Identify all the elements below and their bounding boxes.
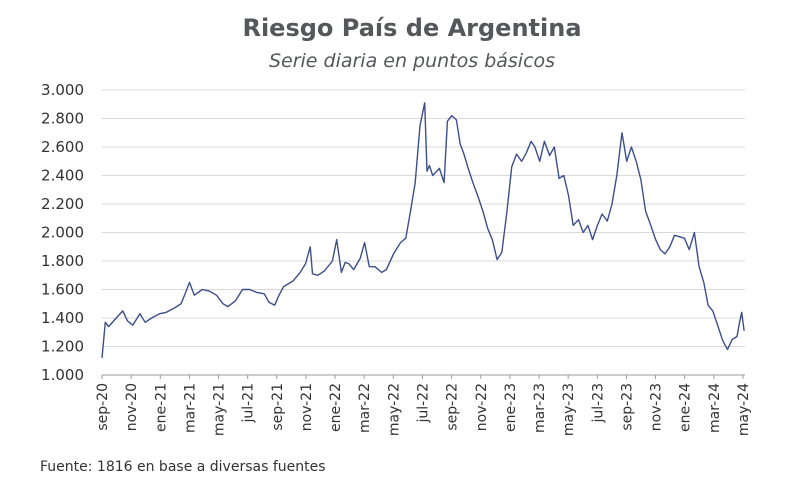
series-line [101,102,745,358]
y-tick-label: 1.400 [41,309,84,327]
x-tick-label: may-24 [736,383,752,436]
x-tick-label: ene-22 [328,383,344,432]
x-tick-label: sep-23 [619,383,635,431]
x-tick-label: mar-23 [532,383,548,433]
x-tick-label: nov-23 [649,383,665,431]
x-tick-label: may-22 [386,383,402,436]
grid-lines [102,89,745,376]
y-tick-label: 1.800 [41,252,84,270]
y-tick-label: 2.600 [41,138,84,156]
y-tick-label: 3.000 [41,81,84,99]
x-axis-ticks: sep-20 nov-20 ene-21 mar-21 may-21 jul-21 sep-… [95,375,752,436]
x-tick-label: mar-22 [357,383,373,433]
y-tick-label: 1.000 [41,366,84,384]
x-tick-label: sep-22 [445,383,461,431]
source-note: Fuente: 1816 en base a diversas fuentes [40,459,326,475]
y-tick-label: 1.200 [41,338,84,356]
y-tick-label: 2.200 [41,195,84,213]
x-tick-label: mar-24 [707,383,723,433]
x-tick-label: ene-21 [153,383,169,432]
y-tick-label: 2.800 [41,110,84,128]
y-tick-label: 1.600 [41,281,84,299]
x-tick-label: may-21 [212,383,228,436]
x-tick-label: ene-23 [503,383,519,432]
x-tick-label: nov-22 [474,383,490,431]
x-tick-label: may-23 [561,383,577,436]
x-tick-label: nov-21 [299,383,315,431]
y-axis-ticks: 1.000 1.200 1.400 1.600 1.800 2.000 2.200 2.400… [41,81,84,384]
x-tick-label: jul-22 [416,383,432,424]
series-layer [101,102,745,358]
x-tick-label: jul-23 [590,383,606,424]
x-tick-label: jul-21 [241,383,257,424]
y-tick-label: 2.400 [41,167,84,185]
chart-title: Riesgo País de Argentina [242,14,582,42]
x-tick-label: nov-20 [124,383,140,431]
chart-subtitle: Serie diaria en puntos básicos [268,50,556,72]
x-tick-label: mar-21 [182,383,198,433]
x-tick-label: ene-24 [678,383,694,432]
y-tick-label: 2.000 [41,224,84,242]
x-tick-label: sep-20 [95,383,111,431]
x-tick-label: sep-21 [270,383,286,431]
